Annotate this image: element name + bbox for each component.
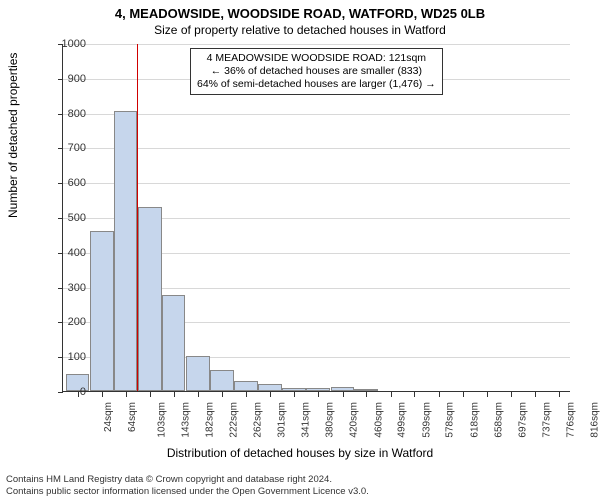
- x-tick-label: 420sqm: [349, 402, 360, 438]
- x-tick-mark: [366, 392, 367, 397]
- page-subtitle: Size of property relative to detached ho…: [0, 21, 600, 37]
- x-tick-label: 460sqm: [373, 402, 384, 438]
- x-tick-mark: [270, 392, 271, 397]
- y-tick-label: 800: [46, 108, 86, 120]
- x-tick-mark: [174, 392, 175, 397]
- histogram-bar: [354, 389, 378, 391]
- annotation-line-3: 64% of semi-detached houses are larger (…: [197, 78, 436, 91]
- y-tick-label: 900: [46, 73, 86, 85]
- y-tick-label: 300: [46, 282, 86, 294]
- x-tick-label: 618sqm: [469, 402, 480, 438]
- histogram-bar: [138, 207, 162, 391]
- x-tick-mark: [150, 392, 151, 397]
- footer-attribution: Contains HM Land Registry data © Crown c…: [6, 474, 369, 498]
- x-tick-mark: [343, 392, 344, 397]
- x-tick-mark: [318, 392, 319, 397]
- x-tick-label: 499sqm: [397, 402, 408, 438]
- y-tick-label: 700: [46, 142, 86, 154]
- histogram-bar: [210, 370, 234, 391]
- x-tick-label: 143sqm: [180, 402, 191, 438]
- annotation-line-2: ← 36% of detached houses are smaller (83…: [197, 65, 436, 78]
- x-tick-label: 816sqm: [589, 402, 600, 438]
- gridline: [63, 183, 570, 184]
- x-tick-mark: [511, 392, 512, 397]
- histogram-bar: [306, 388, 330, 391]
- y-tick-label: 1000: [46, 38, 86, 50]
- histogram-bar: [234, 381, 258, 391]
- x-tick-label: 262sqm: [253, 402, 264, 438]
- y-tick-label: 200: [46, 316, 86, 328]
- x-tick-label: 658sqm: [493, 402, 504, 438]
- gridline: [63, 148, 570, 149]
- x-tick-label: 737sqm: [541, 402, 552, 438]
- gridline: [63, 114, 570, 115]
- x-tick-label: 182sqm: [204, 402, 215, 438]
- histogram-bar: [331, 387, 355, 391]
- x-tick-label: 24sqm: [103, 402, 114, 432]
- x-tick-label: 222sqm: [228, 402, 239, 438]
- footer-line-2: Contains public sector information licen…: [6, 486, 369, 498]
- y-tick-label: 500: [46, 212, 86, 224]
- y-tick-label: 400: [46, 247, 86, 259]
- x-tick-label: 64sqm: [127, 402, 138, 432]
- y-tick-label: 600: [46, 177, 86, 189]
- x-tick-mark: [102, 392, 103, 397]
- annotation-box: 4 MEADOWSIDE WOODSIDE ROAD: 121sqm ← 36%…: [190, 48, 443, 95]
- x-tick-mark: [391, 392, 392, 397]
- histogram-bar: [258, 384, 282, 391]
- x-tick-mark: [294, 392, 295, 397]
- footer-line-1: Contains HM Land Registry data © Crown c…: [6, 474, 369, 486]
- gridline: [63, 44, 570, 45]
- histogram-bar: [114, 111, 138, 391]
- x-tick-mark: [246, 392, 247, 397]
- y-tick-label: 0: [46, 386, 86, 398]
- histogram-bar: [282, 388, 306, 391]
- x-tick-label: 103sqm: [156, 402, 167, 438]
- x-tick-mark: [126, 392, 127, 397]
- y-tick-label: 100: [46, 351, 86, 363]
- y-axis-label: Number of detached properties: [6, 53, 20, 218]
- histogram-bar: [90, 231, 114, 391]
- x-tick-label: 380sqm: [324, 402, 335, 438]
- page-title: 4, MEADOWSIDE, WOODSIDE ROAD, WATFORD, W…: [0, 0, 600, 21]
- x-tick-mark: [222, 392, 223, 397]
- histogram-bar: [186, 356, 210, 391]
- chart-area: 4 MEADOWSIDE WOODSIDE ROAD: 121sqm ← 36%…: [62, 44, 570, 392]
- x-tick-mark: [439, 392, 440, 397]
- annotation-line-1: 4 MEADOWSIDE WOODSIDE ROAD: 121sqm: [197, 52, 436, 65]
- histogram-bar: [162, 295, 186, 391]
- x-tick-label: 697sqm: [517, 402, 528, 438]
- x-axis-label: Distribution of detached houses by size …: [0, 446, 600, 460]
- plot-area: [62, 44, 570, 392]
- x-tick-mark: [463, 392, 464, 397]
- x-tick-mark: [414, 392, 415, 397]
- x-tick-mark: [487, 392, 488, 397]
- x-tick-label: 539sqm: [421, 402, 432, 438]
- x-tick-mark: [559, 392, 560, 397]
- x-tick-label: 776sqm: [565, 402, 576, 438]
- x-tick-label: 301sqm: [276, 402, 287, 438]
- x-tick-label: 341sqm: [301, 402, 312, 438]
- x-tick-mark: [198, 392, 199, 397]
- x-tick-mark: [535, 392, 536, 397]
- subject-marker-line: [137, 44, 138, 391]
- x-tick-label: 578sqm: [445, 402, 456, 438]
